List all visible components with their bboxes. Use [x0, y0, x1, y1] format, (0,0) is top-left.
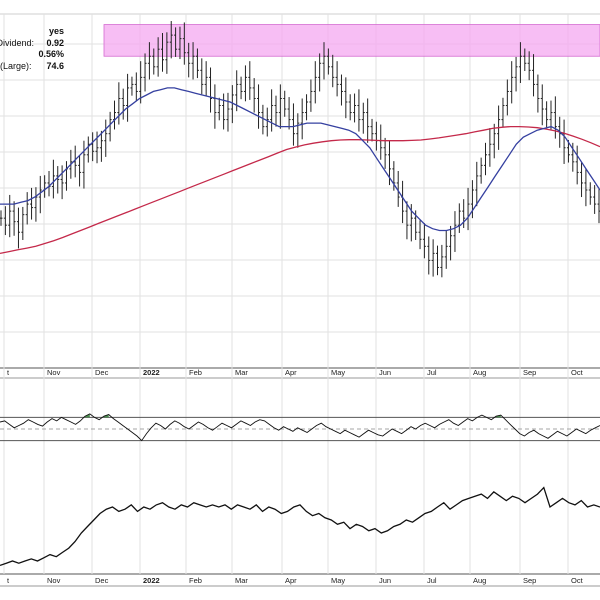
- x-axis-tick-bottom-label: Sep: [523, 576, 536, 585]
- x-axis-tick-bottom-label: 2022: [143, 576, 160, 585]
- info-row-3: 0.56%: [0, 49, 64, 61]
- info-row-1: s: yes: [0, 26, 64, 38]
- x-axis-tick-label: Aug: [473, 368, 486, 377]
- x-axis-tick-bottom-label: Mar: [235, 576, 248, 585]
- x-axis-tick-label: Sep: [523, 368, 536, 377]
- x-axis-tick-bottom-label: Aug: [473, 576, 486, 585]
- x-axis-tick-bottom-label: Apr: [285, 576, 297, 585]
- x-axis-tick-label: Jul: [427, 368, 437, 377]
- info-value: 0.92: [46, 37, 64, 48]
- x-axis-tick-bottom-label: Jul: [427, 576, 437, 585]
- x-axis-tick-label: 2022: [143, 368, 160, 377]
- info-label: l Dividend:: [0, 37, 35, 48]
- relative-strength-line: [0, 486, 600, 567]
- x-axis-tick-label: Dec: [95, 368, 109, 377]
- resistance-band: [103, 24, 600, 57]
- x-axis-tick-bottom-label: Nov: [47, 576, 61, 585]
- x-axis-tick-label: May: [331, 368, 345, 377]
- x-axis-tick-label: Nov: [47, 368, 61, 377]
- x-axis-tick-label: Apr: [285, 368, 297, 377]
- x-axis-tick-bottom-label: t: [7, 576, 10, 585]
- x-axis-tick-label: Jun: [379, 368, 391, 377]
- info-row-2: l Dividend: 0.92: [0, 38, 64, 50]
- x-axis-tick-bottom-label: Jun: [379, 576, 391, 585]
- x-axis-tick-bottom-label: Feb: [189, 576, 202, 585]
- rsi-line: [0, 413, 600, 442]
- info-value: yes: [48, 26, 64, 36]
- x-axis-tick-label: t: [7, 368, 10, 377]
- x-axis-tick-bottom-label: May: [331, 576, 345, 585]
- info-box: s: yes l Dividend: 0.92 0.56% (Large): 7…: [0, 26, 64, 72]
- info-value: 74.6: [46, 60, 64, 71]
- x-axis-tick-bottom-label: Oct: [571, 576, 584, 585]
- x-axis-tick-label: Mar: [235, 368, 248, 377]
- info-value: 0.56%: [38, 49, 64, 59]
- x-axis-tick-label: Oct: [571, 368, 584, 377]
- moving-average-long-line: [0, 125, 600, 255]
- x-axis-tick-bottom-label: Dec: [95, 576, 109, 585]
- info-label: (Large):: [0, 60, 32, 71]
- info-row-4: (Large): 74.6: [0, 61, 64, 73]
- moving-average-short-line: [0, 87, 600, 232]
- x-axis-tick-label: Feb: [189, 368, 202, 377]
